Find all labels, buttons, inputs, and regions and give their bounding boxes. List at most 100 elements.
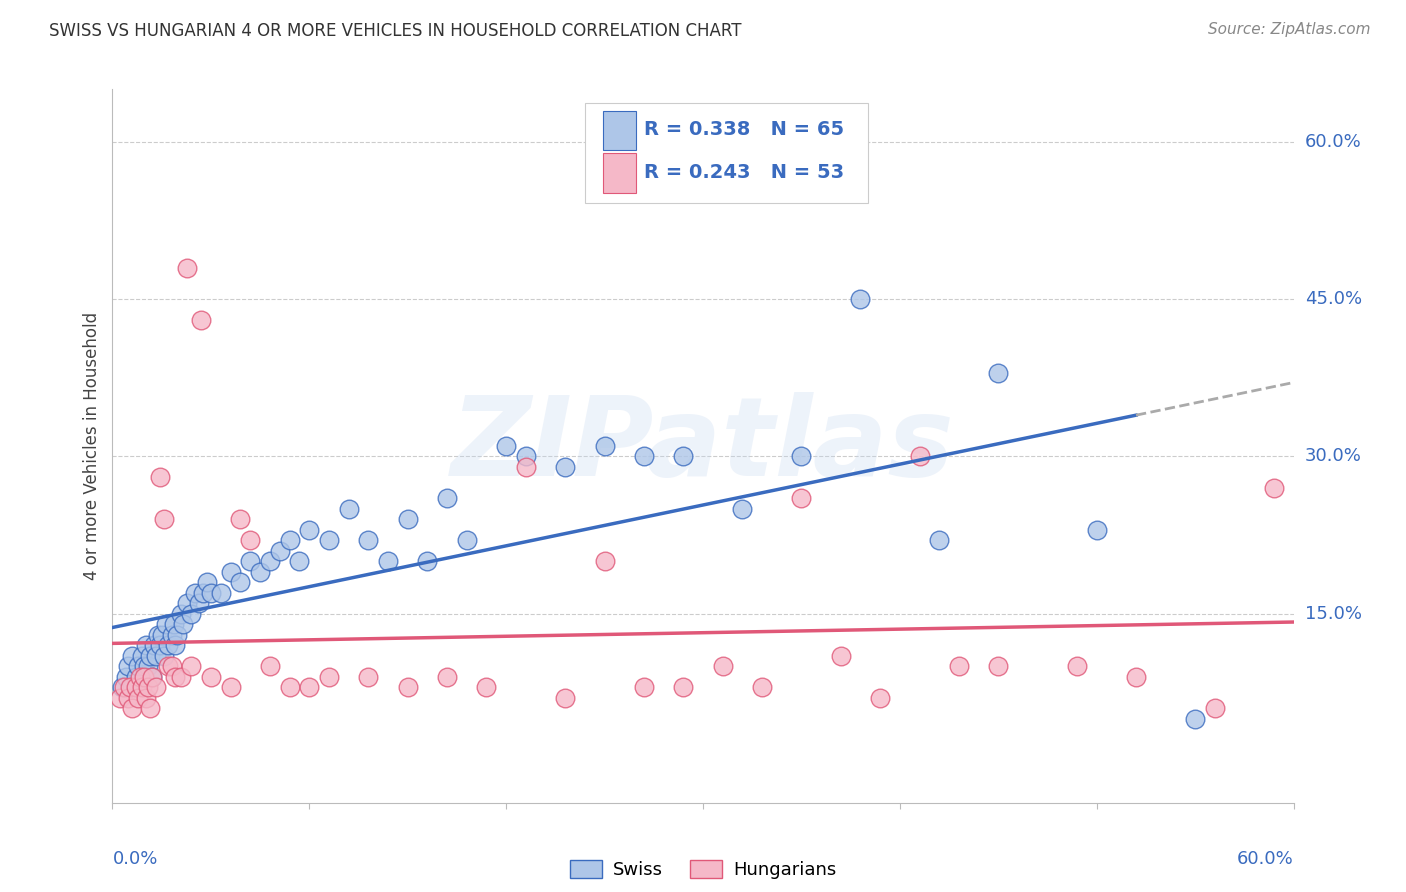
Point: [987, 659, 1010, 673]
Point: [172, 617, 194, 632]
Point: [135, 639, 157, 653]
Point: [259, 659, 281, 673]
Point: [357, 670, 380, 684]
Point: [200, 586, 222, 600]
Point: [849, 292, 872, 306]
Point: [165, 639, 187, 653]
Point: [180, 659, 202, 673]
Point: [495, 439, 517, 453]
Point: [120, 681, 142, 695]
Text: 60.0%: 60.0%: [1305, 133, 1361, 151]
Point: [110, 690, 132, 705]
Point: [456, 533, 478, 548]
Point: [156, 659, 179, 673]
Point: [908, 450, 931, 464]
Point: [132, 659, 155, 673]
Point: [416, 554, 439, 568]
Legend: Swiss, Hungarians: Swiss, Hungarians: [562, 853, 844, 887]
Point: [377, 554, 399, 568]
Point: [136, 681, 159, 695]
Y-axis label: 4 or more Vehicles in Household: 4 or more Vehicles in Household: [83, 312, 101, 580]
Point: [127, 659, 149, 673]
Point: [170, 670, 193, 684]
Point: [396, 512, 419, 526]
Point: [135, 690, 157, 705]
Point: [152, 512, 174, 526]
Point: [554, 690, 576, 705]
Point: [115, 670, 138, 684]
Point: [145, 681, 167, 695]
Point: [150, 628, 173, 642]
Point: [948, 659, 970, 673]
Point: [125, 670, 148, 684]
Point: [515, 450, 537, 464]
Point: [155, 617, 177, 632]
Point: [191, 586, 214, 600]
Point: [111, 681, 134, 695]
Point: [121, 648, 143, 663]
Point: [593, 554, 616, 568]
Point: [1125, 670, 1147, 684]
Point: [160, 628, 183, 642]
Point: [357, 533, 380, 548]
Point: [112, 681, 135, 695]
Point: [190, 313, 212, 327]
Point: [121, 681, 143, 695]
Point: [1184, 712, 1206, 726]
Point: [219, 565, 242, 579]
Point: [200, 670, 222, 684]
Point: [121, 701, 143, 715]
Point: [751, 681, 773, 695]
Point: [149, 639, 172, 653]
Text: 60.0%: 60.0%: [1237, 850, 1294, 868]
Point: [554, 460, 576, 475]
Point: [1085, 523, 1108, 537]
Point: [288, 554, 311, 568]
Point: [149, 470, 172, 484]
Point: [278, 681, 301, 695]
Point: [436, 670, 458, 684]
Text: R = 0.243   N = 53: R = 0.243 N = 53: [644, 163, 844, 182]
Point: [396, 681, 419, 695]
Point: [249, 565, 271, 579]
Point: [165, 670, 187, 684]
Text: SWISS VS HUNGARIAN 4 OR MORE VEHICLES IN HOUSEHOLD CORRELATION CHART: SWISS VS HUNGARIAN 4 OR MORE VEHICLES IN…: [49, 22, 742, 40]
Point: [436, 491, 458, 506]
Point: [298, 523, 321, 537]
Point: [318, 670, 340, 684]
Point: [145, 648, 167, 663]
Point: [166, 628, 188, 642]
Point: [633, 681, 655, 695]
Point: [869, 690, 891, 705]
Point: [209, 586, 232, 600]
Point: [593, 439, 616, 453]
Point: [269, 544, 291, 558]
Point: [633, 450, 655, 464]
Point: [1263, 481, 1285, 495]
Point: [127, 690, 149, 705]
Point: [790, 491, 813, 506]
Point: [136, 659, 159, 673]
Point: [129, 670, 152, 684]
Point: [672, 681, 695, 695]
Point: [790, 450, 813, 464]
Point: [229, 512, 252, 526]
Point: [139, 648, 162, 663]
Point: [219, 681, 242, 695]
Point: [180, 607, 202, 621]
Point: [318, 533, 340, 548]
Point: [131, 681, 153, 695]
Point: [141, 670, 163, 684]
Text: 15.0%: 15.0%: [1305, 605, 1361, 623]
Point: [125, 681, 148, 695]
Point: [176, 260, 198, 275]
Point: [170, 607, 193, 621]
Text: Source: ZipAtlas.com: Source: ZipAtlas.com: [1208, 22, 1371, 37]
Point: [928, 533, 950, 548]
Point: [117, 659, 139, 673]
Point: [141, 670, 163, 684]
Point: [337, 502, 360, 516]
Point: [184, 586, 207, 600]
Point: [278, 533, 301, 548]
Point: [156, 639, 179, 653]
